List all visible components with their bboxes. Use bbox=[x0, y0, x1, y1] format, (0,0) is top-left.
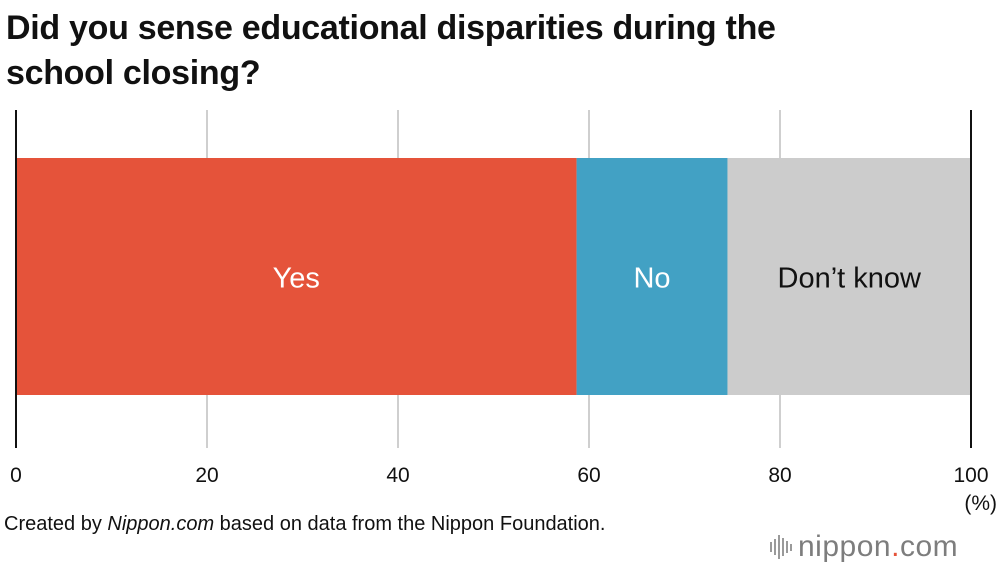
chart-title: Did you sense educational disparities du… bbox=[6, 9, 776, 92]
logo-text-end: com bbox=[899, 530, 959, 563]
nippon-logo: nippon.com bbox=[770, 529, 958, 565]
tick-label-60: 60 bbox=[577, 464, 600, 487]
segment-labels: Yes No Don’t know bbox=[273, 263, 922, 295]
bar-segment-1 bbox=[576, 158, 728, 395]
logo-dot: . bbox=[891, 530, 900, 563]
source-name: Nippon.com bbox=[107, 513, 215, 535]
source-suffix: based on data from the Nippon Foundation… bbox=[214, 513, 606, 535]
bar-segment-2 bbox=[727, 158, 971, 395]
segment-label-1: No bbox=[633, 263, 670, 295]
logo-text-main: nippon bbox=[798, 530, 892, 563]
source-prefix: Created by bbox=[4, 513, 108, 535]
axis-unit-label: (%) bbox=[964, 492, 997, 515]
tick-label-40: 40 bbox=[386, 464, 409, 487]
tick-label-100: 100 bbox=[953, 464, 988, 487]
segment-label-0: Yes bbox=[273, 263, 320, 295]
tick-label-80: 80 bbox=[768, 464, 791, 487]
tick-label-0: 0 bbox=[10, 464, 22, 487]
bar-segment-0 bbox=[16, 158, 577, 395]
source-note: Created by Nippon.com based on data from… bbox=[4, 511, 684, 537]
logo-text: nippon.com bbox=[798, 529, 958, 565]
tick-label-20: 20 bbox=[195, 464, 218, 487]
bar-segments bbox=[16, 158, 971, 395]
axis-lines bbox=[15, 110, 972, 448]
sound-bars-icon bbox=[770, 535, 792, 559]
tick-labels: 0 20 40 60 80 100 bbox=[10, 464, 988, 487]
segment-label-2: Don’t know bbox=[778, 263, 923, 295]
